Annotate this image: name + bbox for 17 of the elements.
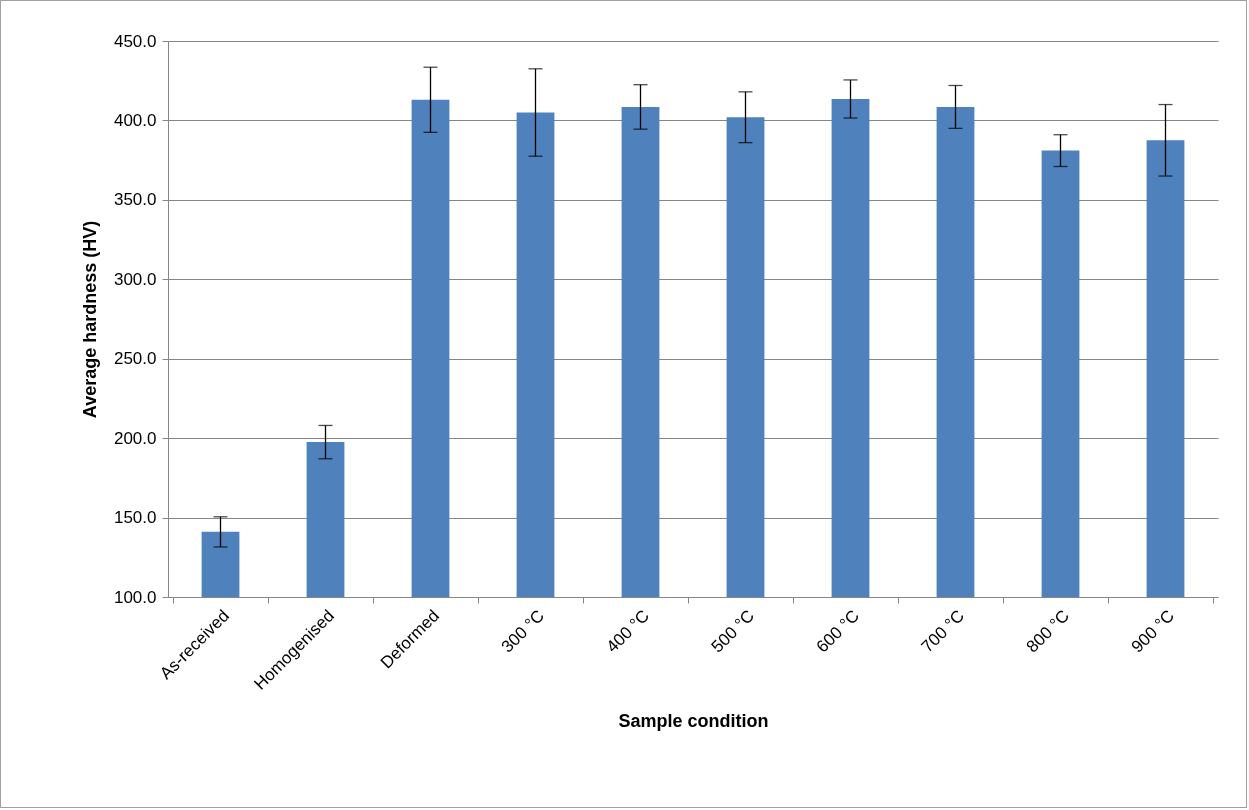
x-tick-label: 700 °C (917, 606, 969, 657)
y-tick-label: 350.0 (113, 190, 157, 210)
y-tick-label: 450.0 (113, 31, 157, 51)
y-tick-label: 250.0 (113, 349, 157, 369)
y-tick-label: 150.0 (113, 508, 157, 528)
x-axis-title: Sample condition (618, 710, 769, 731)
y-tick-label: 300.0 (113, 269, 157, 289)
y-tick-label: 200.0 (113, 428, 157, 448)
y-axis-title: Average hardness (HV) (79, 220, 100, 419)
x-tick-label: 500 °C (707, 606, 759, 657)
y-tick-label: 100.0 (113, 587, 157, 607)
x-tick-label: 900 °C (1127, 606, 1179, 657)
x-tick-label: 400 °C (602, 606, 654, 657)
y-tick-label: 400.0 (113, 110, 157, 130)
x-tick-label: 600 °C (812, 606, 864, 657)
x-tick-label: 300 °C (497, 606, 549, 657)
x-tick-label: 800 °C (1022, 606, 1074, 657)
